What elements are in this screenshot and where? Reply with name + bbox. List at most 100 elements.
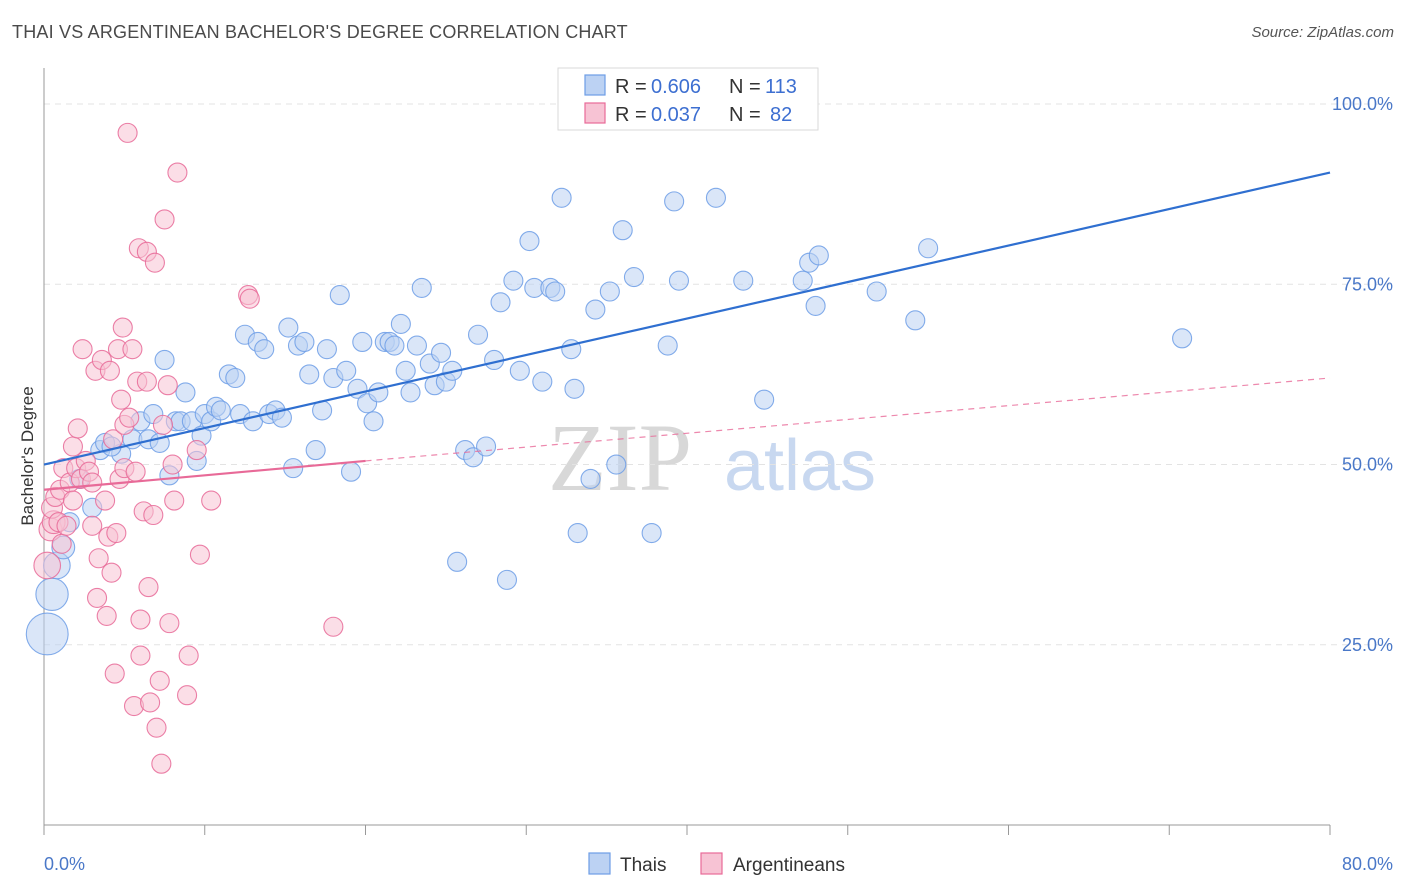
data-point <box>612 220 633 241</box>
data-point <box>140 692 161 713</box>
legend-r-label-argentineans: R = <box>615 104 647 126</box>
data-point <box>363 411 384 432</box>
trendline <box>43 171 1331 466</box>
series-argentineans-points <box>33 122 344 774</box>
data-point <box>503 270 524 291</box>
watermark-atlas: atlas <box>724 426 876 506</box>
data-point <box>664 191 685 212</box>
series-legend-swatch-argentineans <box>700 852 723 875</box>
legend-n-value-argentineans: 82 <box>770 104 792 126</box>
data-point <box>99 360 120 381</box>
data-point <box>623 267 645 288</box>
legend-swatch-thais <box>584 74 606 96</box>
data-point <box>189 544 210 565</box>
data-point <box>352 331 373 353</box>
data-point <box>866 281 887 302</box>
data-point <box>72 339 93 360</box>
data-point <box>519 230 540 252</box>
data-point <box>106 522 127 544</box>
data-point <box>323 616 344 637</box>
data-point <box>668 270 690 291</box>
trendline-extension <box>365 377 1331 462</box>
data-point <box>82 515 103 536</box>
data-point <box>62 490 83 511</box>
data-point <box>294 331 315 353</box>
data-point <box>167 162 188 183</box>
data-point <box>111 389 132 410</box>
y-tick-labels: 25.0% 50.0% 75.0% 100.0% <box>1332 94 1393 655</box>
data-point <box>149 670 170 691</box>
data-point <box>545 281 566 302</box>
data-point <box>918 238 939 259</box>
chart-source: Source: ZipAtlas.com <box>1251 24 1394 41</box>
data-point <box>104 663 125 684</box>
data-point <box>496 569 518 590</box>
legend-n-label-thais: N = <box>729 76 761 98</box>
data-point <box>146 717 167 738</box>
data-point <box>25 612 69 656</box>
data-point <box>67 418 88 439</box>
gridlines <box>44 103 1392 646</box>
data-point <box>130 645 151 666</box>
data-point <box>112 317 133 338</box>
data-point <box>641 522 662 544</box>
data-point <box>1172 328 1193 349</box>
data-point <box>532 371 553 392</box>
data-point <box>86 587 108 608</box>
series-thais-points <box>25 187 1193 656</box>
data-point <box>101 562 122 583</box>
data-point <box>551 187 572 208</box>
data-point <box>299 364 320 385</box>
data-point <box>509 360 530 381</box>
data-point <box>144 252 165 273</box>
data-point <box>329 285 350 306</box>
legend-r-label-thais: R = <box>615 76 647 98</box>
data-point <box>390 313 411 334</box>
data-point <box>585 299 606 320</box>
legend-r-value-thais: 0.606 <box>651 76 701 98</box>
data-point <box>490 292 511 313</box>
data-point <box>201 490 222 511</box>
series-legend: Thais Argentineans <box>588 852 845 876</box>
series-legend-swatch-thais <box>588 852 611 875</box>
data-point <box>336 360 357 381</box>
data-point <box>400 382 421 403</box>
x-ticks <box>43 825 1331 835</box>
data-point <box>35 577 69 611</box>
y-tick-label: 50.0% <box>1342 455 1393 475</box>
data-point <box>278 317 299 338</box>
data-point <box>130 609 151 630</box>
legend-n-label-argentineans: N = <box>729 104 761 126</box>
legend-swatch-argentineans <box>584 102 606 124</box>
data-point <box>254 339 275 360</box>
data-point <box>143 504 164 526</box>
data-point <box>431 342 452 363</box>
data-point <box>151 753 172 774</box>
data-point <box>159 613 180 634</box>
data-point <box>754 389 775 410</box>
data-point <box>316 339 337 360</box>
data-point <box>136 371 157 392</box>
y-tick-label: 100.0% <box>1332 94 1393 114</box>
watermark: ZIP atlas <box>548 404 876 511</box>
stats-legend: R = 0.606 N = 113 R = 0.037 N = 82 <box>557 67 819 131</box>
legend-n-value-thais: 113 <box>765 76 797 98</box>
data-point <box>395 360 416 381</box>
data-point <box>411 277 432 298</box>
data-point <box>905 310 926 331</box>
trendline <box>43 459 366 491</box>
data-point <box>792 270 813 291</box>
data-point <box>154 209 175 230</box>
data-point <box>340 461 362 482</box>
data-point <box>567 522 588 544</box>
series-legend-label-thais: Thais <box>620 855 666 876</box>
trend-layer <box>43 171 1331 491</box>
data-point <box>51 533 72 554</box>
data-point <box>154 349 175 371</box>
points-layer <box>25 122 1193 774</box>
data-point <box>56 515 77 536</box>
y-tick-label: 75.0% <box>1342 274 1393 294</box>
data-point <box>177 685 198 706</box>
data-point <box>305 440 326 461</box>
